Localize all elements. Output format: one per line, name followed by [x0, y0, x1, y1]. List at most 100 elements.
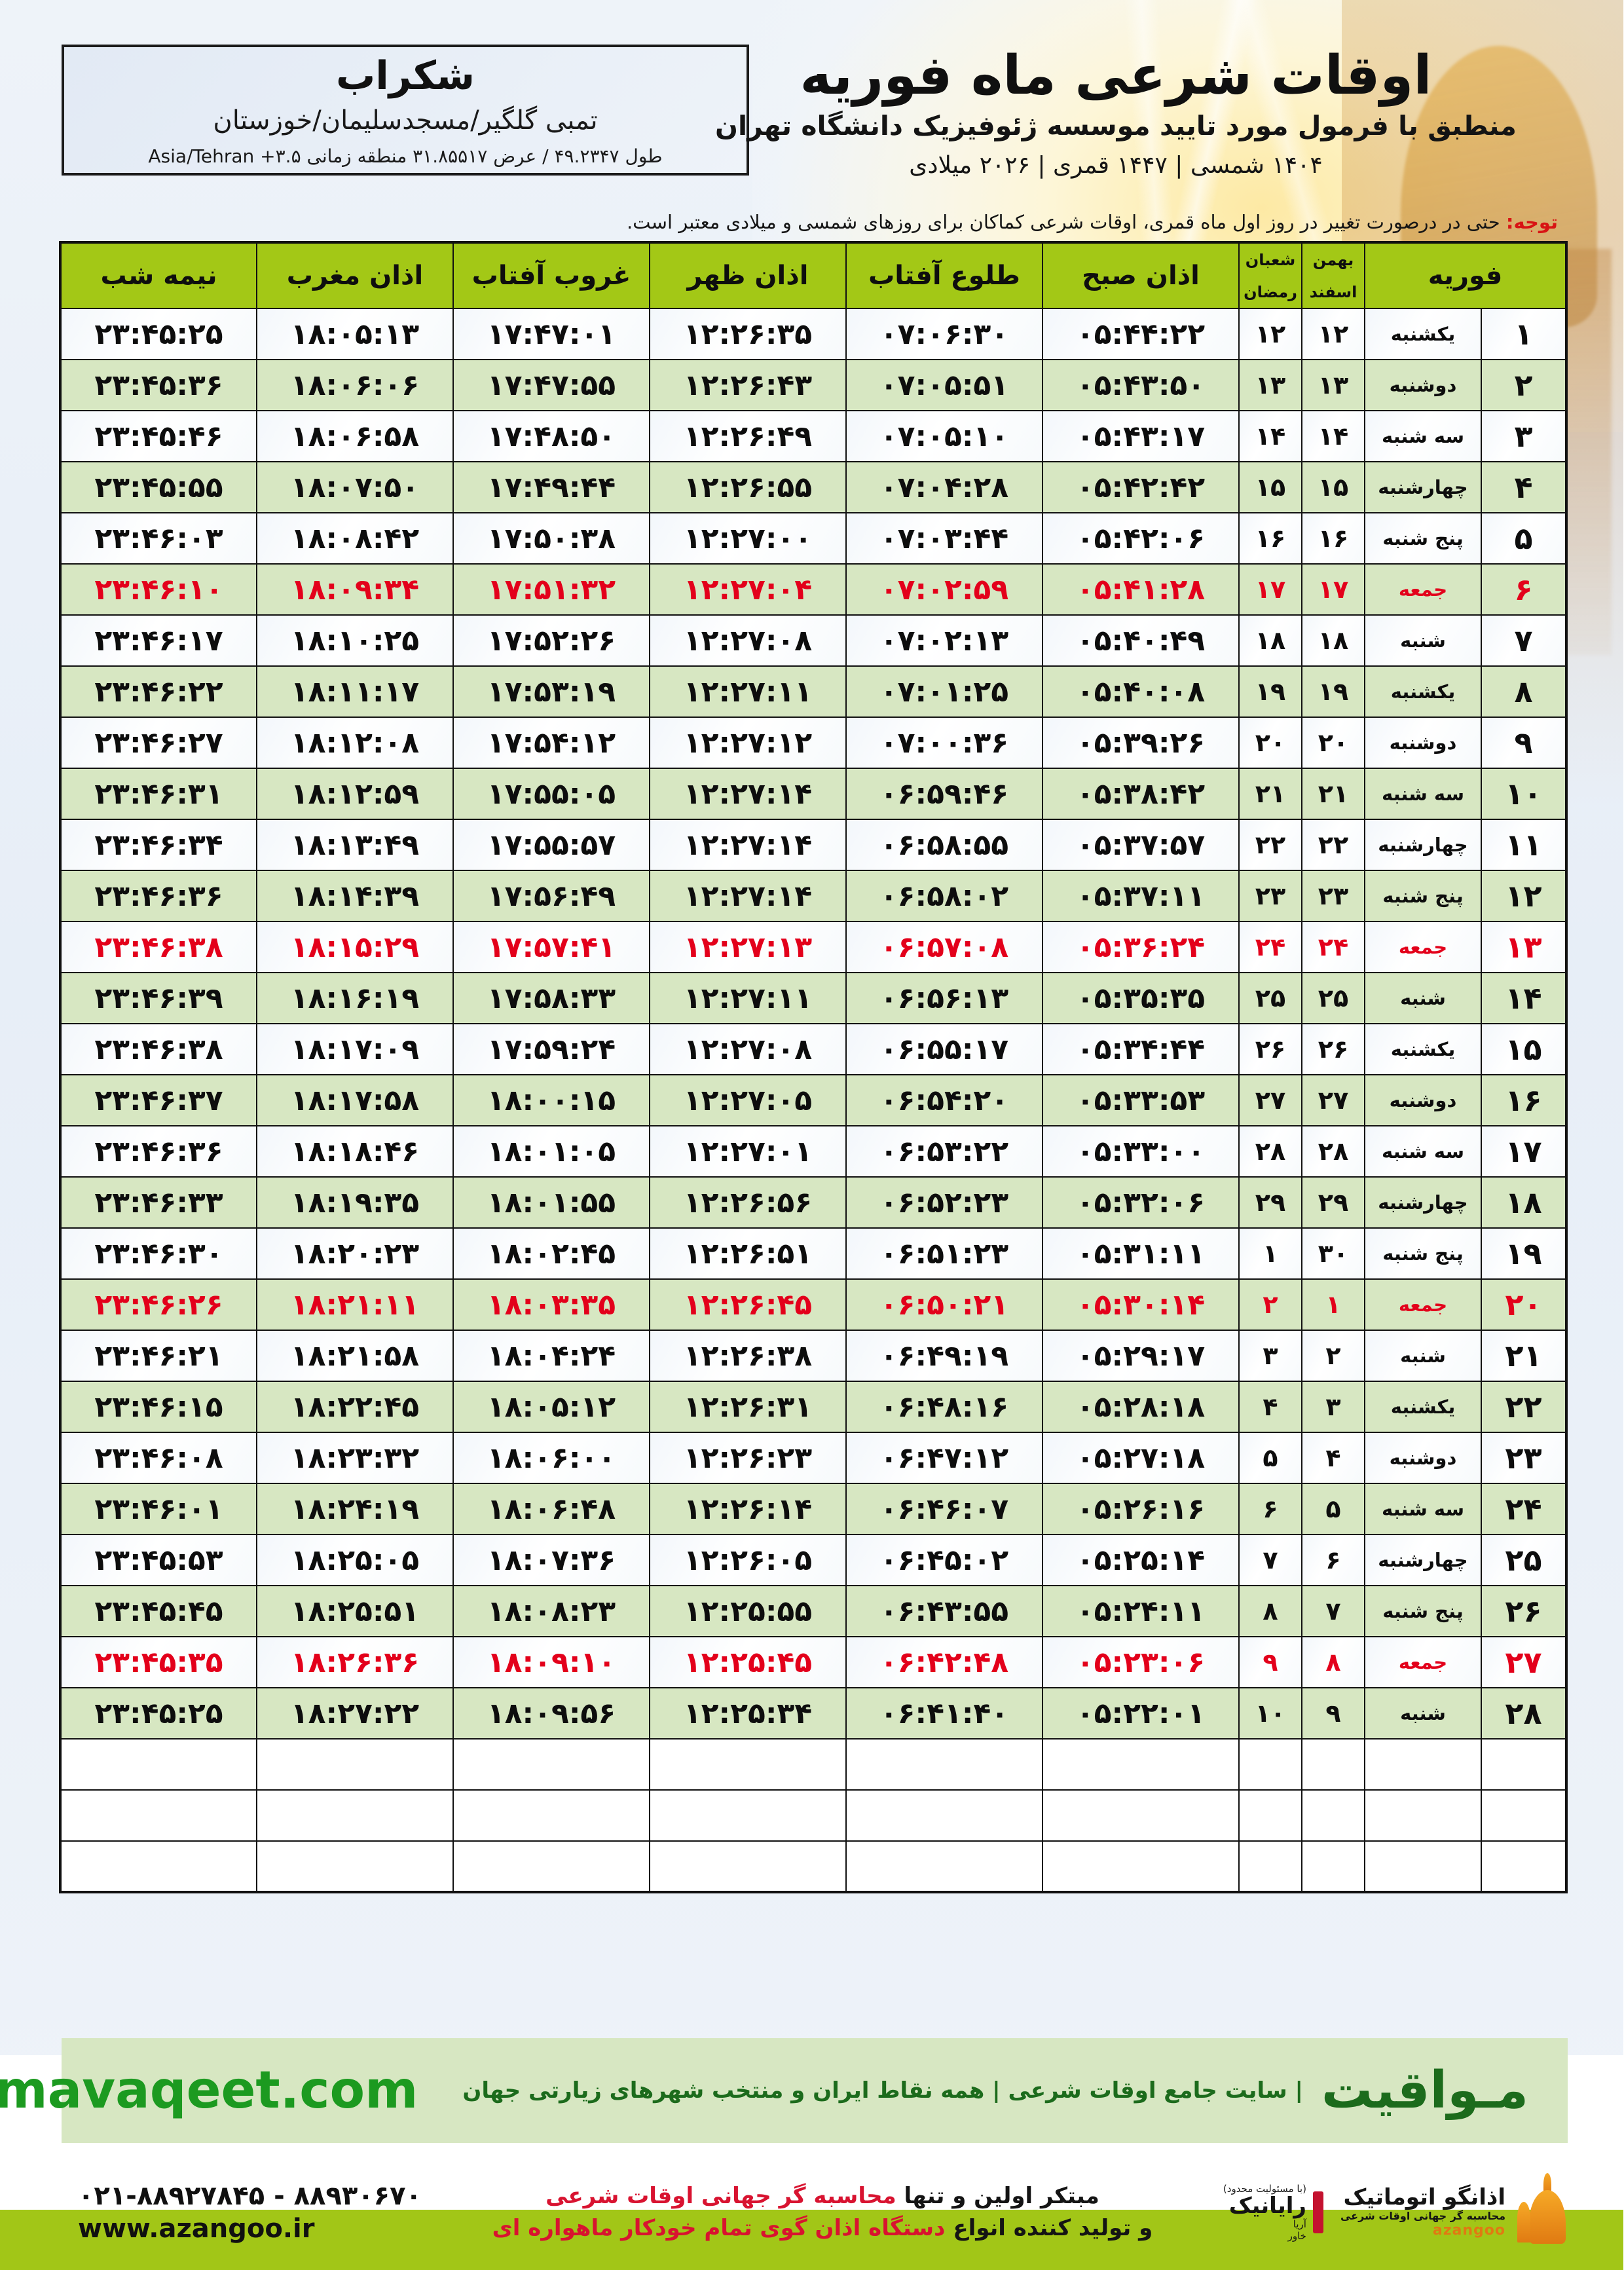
cell-jalali-day: ۲۲: [1301, 819, 1366, 871]
cell-weekday: جمعه: [1364, 921, 1483, 973]
cell-maghrib-time: ۱۸:۰۸:۴۲: [256, 512, 454, 565]
cell-empty: [256, 1738, 454, 1791]
cell-sunrise-time: ۰۶:۵۶:۱۳: [845, 972, 1044, 1024]
cell-dhuhr-time: ۱۲:۲۶:۵۱: [649, 1227, 847, 1280]
cell-fajr-time: ۰۵:۳۷:۵۷: [1042, 819, 1240, 871]
cell-dhuhr-time: ۱۲:۲۶:۲۳: [649, 1432, 847, 1484]
cell-hijri-day: ۱۲: [1238, 308, 1303, 360]
bottom-green-strip: [0, 2210, 1624, 2270]
table-row: ۲۸ شنبه ۹ ۱۰ ۰۵:۲۲:۰۱ ۰۶:۴۱:۴۰ ۱۲:۲۵:۳۴ ۱۸:۰۹:۵…: [60, 1687, 1568, 1740]
cell-sunrise-time: ۰۷:۰۱:۲۵: [845, 665, 1044, 718]
cell-maghrib-time: ۱۸:۲۱:۱۱: [256, 1278, 454, 1331]
cell-hijri-day: ۳: [1238, 1330, 1303, 1382]
table-row: ۲۱ شنبه ۲ ۳ ۰۵:۲۹:۱۷ ۰۶:۴۹:۱۹ ۱۲:۲۶:۳۸ ۱۸:۰۴:۲۴…: [60, 1330, 1568, 1382]
cell-fajr-time: ۰۵:۴۰:۰۸: [1042, 665, 1240, 718]
cell-weekday: یکشنبه: [1364, 665, 1483, 718]
cell-dhuhr-time: ۱۲:۲۷:۱۴: [649, 870, 847, 922]
cell-sunrise-time: ۰۷:۰۳:۴۴: [845, 512, 1044, 565]
cell-dhuhr-time: ۱۲:۲۶:۵۶: [649, 1176, 847, 1229]
cell-empty: [1364, 1789, 1483, 1842]
footer-website-link[interactable]: mavaqeet.com: [0, 2061, 419, 2120]
cell-fajr-time: ۰۵:۲۴:۱۱: [1042, 1585, 1240, 1637]
cell-sunset-time: ۱۷:۵۵:۵۷: [452, 819, 651, 871]
cell-dhuhr-time: ۱۲:۲۶:۵۵: [649, 461, 847, 513]
table-row: ۷ شنبه ۱۸ ۱۸ ۰۵:۴۰:۴۹ ۰۷:۰۲:۱۳ ۱۲:۲۷:۰۸ ۱۷:۵۲:۲…: [60, 614, 1568, 667]
cell-weekday: دوشنبه: [1364, 1074, 1483, 1126]
cell-gregorian-day: ۱۱: [1481, 819, 1568, 871]
table-row: ۱۵ یکشنبه ۲۶ ۲۶ ۰۵:۳۴:۴۴ ۰۶:۵۵:۱۷ ۱۲:۲۷:۰۸ ۱۷:۵…: [60, 1023, 1568, 1075]
cell-weekday: دوشنبه: [1364, 1432, 1483, 1484]
cell-fajr-time: ۰۵:۳۶:۲۴: [1042, 921, 1240, 973]
cell-fajr-time: ۰۵:۴۳:۵۰: [1042, 359, 1240, 411]
location-box: شکراب تمبی گلگیر/مسجدسلیمان/خوزستان طول …: [62, 45, 750, 176]
cell-hijri-day: ۲۲: [1238, 819, 1303, 871]
cell-dhuhr-time: ۱۲:۲۵:۵۵: [649, 1585, 847, 1637]
cell-hijri-day: ۲۹: [1238, 1176, 1303, 1229]
cell-empty: [1301, 1738, 1366, 1791]
cell-jalali-day: ۲۵: [1301, 972, 1366, 1024]
cell-maghrib-time: ۱۸:۱۹:۳۵: [256, 1176, 454, 1229]
cell-hijri-day: ۱۹: [1238, 665, 1303, 718]
rayaneik-logo-main: رایانیک: [1229, 2193, 1307, 2220]
cell-midnight-time: ۲۳:۴۶:۱۵: [60, 1381, 258, 1433]
cell-sunrise-time: ۰۷:۰۵:۵۱: [845, 359, 1044, 411]
cell-midnight-time: ۲۳:۴۵:۳۶: [60, 359, 258, 411]
cell-weekday: یکشنبه: [1364, 1381, 1483, 1433]
col-header-jalali-bottom: اسفند: [1310, 282, 1358, 301]
cell-maghrib-time: ۱۸:۲۷:۲۲: [256, 1687, 454, 1740]
table-row-empty: [60, 1738, 1568, 1791]
cell-sunset-time: ۱۸:۰۳:۳۵: [452, 1278, 651, 1331]
cell-maghrib-time: ۱۸:۰۹:۳۴: [256, 563, 454, 616]
cell-weekday: پنج شنبه: [1364, 1585, 1483, 1637]
cell-maghrib-time: ۱۸:۱۶:۱۹: [256, 972, 454, 1024]
table-row: ۶ جمعه ۱۷ ۱۷ ۰۵:۴۱:۲۸ ۰۷:۰۲:۵۹ ۱۲:۲۷:۰۴ ۱۷:۵۱:۳…: [60, 563, 1568, 616]
table-row: ۱۳ جمعه ۲۴ ۲۴ ۰۵:۳۶:۲۴ ۰۶:۵۷:۰۸ ۱۲:۲۷:۱۳ ۱۷:۵۷:…: [60, 921, 1568, 973]
cell-weekday: سه شنبه: [1364, 768, 1483, 820]
cell-midnight-time: ۲۳:۴۵:۲۵: [60, 308, 258, 360]
cell-sunset-time: ۱۷:۵۱:۳۲: [452, 563, 651, 616]
page-header: شکراب تمبی گلگیر/مسجدسلیمان/خوزستان طول …: [0, 0, 1624, 216]
cell-maghrib-time: ۱۸:۱۵:۲۹: [256, 921, 454, 973]
sponsor-website[interactable]: www.azangoo.ir: [79, 2214, 316, 2244]
cell-jalali-day: ۱۴: [1301, 410, 1366, 462]
cell-hijri-day: ۲۸: [1238, 1125, 1303, 1178]
cell-sunset-time: ۱۷:۴۷:۰۱: [452, 308, 651, 360]
cell-sunrise-time: ۰۶:۴۵:۰۲: [845, 1534, 1044, 1586]
cell-jalali-day: ۳: [1301, 1381, 1366, 1433]
table-row: ۱۹ پنج شنبه ۳۰ ۱ ۰۵:۳۱:۱۱ ۰۶:۵۱:۲۳ ۱۲:۲۶:۵۱ ۱۸:…: [60, 1227, 1568, 1280]
cell-gregorian-day: ۹: [1481, 716, 1568, 769]
cell-midnight-time: ۲۳:۴۶:۰۳: [60, 512, 258, 565]
cell-sunrise-time: ۰۶:۵۰:۲۱: [845, 1278, 1044, 1331]
cell-fajr-time: ۰۵:۳۳:۰۰: [1042, 1125, 1240, 1178]
cell-sunset-time: ۱۸:۰۴:۲۴: [452, 1330, 651, 1382]
cell-sunset-time: ۱۷:۴۹:۴۴: [452, 461, 651, 513]
cell-sunrise-time: ۰۶:۴۱:۴۰: [845, 1687, 1044, 1740]
cell-weekday: شنبه: [1364, 1687, 1483, 1740]
cell-midnight-time: ۲۳:۴۶:۳۶: [60, 1125, 258, 1178]
cell-dhuhr-time: ۱۲:۲۶:۳۸: [649, 1330, 847, 1382]
rayaneik-bar-icon: [1313, 2191, 1324, 2233]
cell-sunset-time: ۱۷:۵۰:۳۸: [452, 512, 651, 565]
cell-jalali-day: ۲۰: [1301, 716, 1366, 769]
cell-sunrise-time: ۰۶:۵۹:۴۶: [845, 768, 1044, 820]
cell-gregorian-day: ۲۰: [1481, 1278, 1568, 1331]
azangoo-logo-fa: اذانگو اتوماتیک: [1344, 2184, 1506, 2211]
cell-maghrib-time: ۱۸:۱۸:۴۶: [256, 1125, 454, 1178]
cell-fajr-time: ۰۵:۲۹:۱۷: [1042, 1330, 1240, 1382]
cell-jalali-day: ۲۳: [1301, 870, 1366, 922]
cell-dhuhr-time: ۱۲:۲۷:۱۳: [649, 921, 847, 973]
cell-sunrise-time: ۰۶:۴۸:۱۶: [845, 1381, 1044, 1433]
cell-gregorian-day: ۱۲: [1481, 870, 1568, 922]
cell-jalali-day: ۱۷: [1301, 563, 1366, 616]
cell-midnight-time: ۲۳:۴۶:۳۸: [60, 1023, 258, 1075]
cell-weekday: شنبه: [1364, 1330, 1483, 1382]
cell-midnight-time: ۲۳:۴۶:۳۴: [60, 819, 258, 871]
col-header-hijri-bottom: رمضان: [1244, 282, 1298, 301]
cell-hijri-day: ۴: [1238, 1381, 1303, 1433]
cell-weekday: یکشنبه: [1364, 308, 1483, 360]
cell-dhuhr-time: ۱۲:۲۶:۳۱: [649, 1381, 847, 1433]
cell-jalali-day: ۱۸: [1301, 614, 1366, 667]
cell-fajr-time: ۰۵:۲۲:۰۱: [1042, 1687, 1240, 1740]
sponsor-phone: ۰۲۱-۸۸۹۲۷۸۴۵ - ۸۸۹۳۰۶۷۰: [79, 2181, 422, 2211]
table-row: ۲۴ سه شنبه ۵ ۶ ۰۵:۲۶:۱۶ ۰۶:۴۶:۰۷ ۱۲:۲۶:۱۴ ۱۸:۰۶…: [60, 1483, 1568, 1535]
